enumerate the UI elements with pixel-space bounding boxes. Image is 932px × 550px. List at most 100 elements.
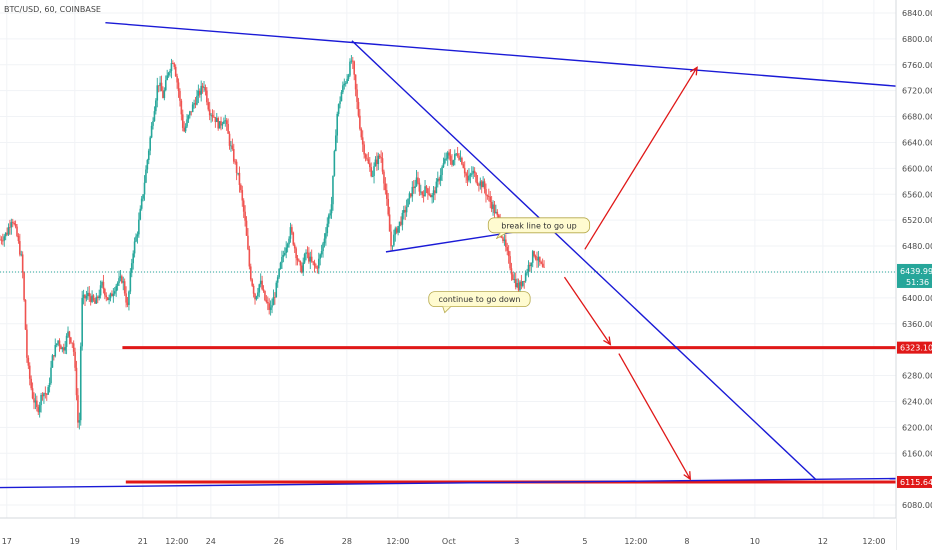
candle-body [150, 125, 153, 138]
candle-body [215, 118, 218, 123]
time-tick-label: 3 [514, 537, 519, 546]
candle-body [149, 137, 151, 151]
candle-body [431, 195, 433, 198]
candle-body [177, 82, 180, 92]
candle-body [41, 394, 44, 397]
candle-body [534, 255, 537, 259]
candle-body [374, 159, 377, 167]
candle-body [27, 357, 30, 366]
candle-body [111, 293, 113, 297]
candle-body [128, 291, 130, 305]
candle-body [221, 123, 224, 126]
candle-body [543, 266, 545, 268]
time-axis[interactable]: 17 19 21 12:00 24 26 28 12:00 Oct 3 5 12:00 8 10 12 12:… [0, 517, 896, 550]
note-break-line-bubble[interactable] [487, 217, 591, 234]
candle-body [184, 126, 187, 132]
candle-body [237, 172, 239, 174]
candle-body [347, 75, 350, 79]
candle-body [99, 285, 102, 296]
candle-body [391, 245, 394, 247]
price-axis[interactable]: 6080.006120.006160.006200.006240.006280.… [895, 0, 932, 550]
candle-body [166, 75, 168, 81]
candle-body [376, 159, 378, 165]
candles [0, 55, 545, 430]
note-continue-down-bubble[interactable] [428, 291, 531, 308]
candle-body [234, 161, 236, 163]
candle-body [299, 261, 302, 266]
arrow-down-1[interactable] [563, 276, 611, 345]
trendline-lower-support[interactable] [0, 477, 897, 489]
candle-body [387, 198, 390, 215]
notes[interactable]: break line to go up continue to go down [428, 217, 591, 314]
candle-body [113, 291, 116, 294]
candle-body [495, 211, 497, 214]
candle-body [265, 300, 268, 303]
drawings[interactable] [0, 21, 897, 489]
candle-body [218, 121, 221, 129]
candle-body [485, 189, 487, 196]
candle-body [520, 281, 523, 286]
time-tick-label: 8 [684, 537, 689, 546]
price-tick-label: 6360.00 [902, 320, 932, 329]
candle-body [390, 231, 392, 247]
candle-body [167, 72, 170, 76]
candle-body [132, 253, 134, 264]
candle-body [36, 400, 38, 408]
candle-body [427, 188, 429, 194]
candle-body [162, 91, 164, 98]
candle-body [395, 228, 398, 233]
candle-body [509, 256, 511, 269]
candle-body [333, 151, 336, 176]
candle-body [346, 78, 348, 83]
candle-body [259, 280, 262, 285]
candle-body [101, 281, 103, 286]
candle-body [435, 181, 438, 194]
candle-body [530, 262, 533, 267]
candle-body [252, 285, 255, 294]
candle-body [271, 305, 273, 308]
time-tick-label: 12:00 [386, 537, 409, 546]
support-label-1: 6323.10 [900, 344, 932, 353]
candle-body [522, 281, 524, 286]
candle-body [385, 190, 388, 199]
candle-body [378, 155, 381, 158]
candle-body [388, 214, 391, 232]
arrow-down-2[interactable] [618, 353, 691, 480]
candle-body [210, 114, 212, 116]
candle-body [339, 101, 341, 105]
trendline-falling-line[interactable] [351, 40, 817, 481]
candle-body [462, 164, 465, 168]
candle-body [129, 272, 132, 292]
candle-body [140, 198, 143, 209]
candle-body [130, 263, 133, 273]
candle-body [444, 158, 446, 164]
time-axis-bg [0, 518, 896, 550]
candle-body [64, 346, 66, 351]
candle-body [58, 340, 61, 346]
candle-body [300, 265, 303, 273]
candle-body [71, 342, 74, 344]
candle-body [147, 150, 150, 161]
candle-body [176, 76, 178, 83]
candle-body [125, 293, 127, 303]
trendline-upper-resistance[interactable] [105, 21, 897, 87]
candle-body [91, 295, 93, 302]
candle-body [88, 292, 91, 297]
candle-body [102, 281, 105, 290]
candle-body [480, 181, 483, 188]
candle-body [421, 191, 424, 195]
candle-body [536, 258, 538, 261]
candle-body [146, 160, 149, 170]
candle-body [17, 235, 20, 242]
candle-body [384, 183, 387, 191]
candle-body [44, 393, 47, 394]
candle-body [473, 170, 476, 173]
arrow-up[interactable] [584, 66, 698, 250]
candle-body [208, 109, 211, 116]
candle-body [61, 347, 64, 350]
candle-body [172, 63, 174, 64]
candle-body [329, 213, 331, 216]
candle-body [373, 166, 375, 176]
candle-body [357, 101, 360, 116]
